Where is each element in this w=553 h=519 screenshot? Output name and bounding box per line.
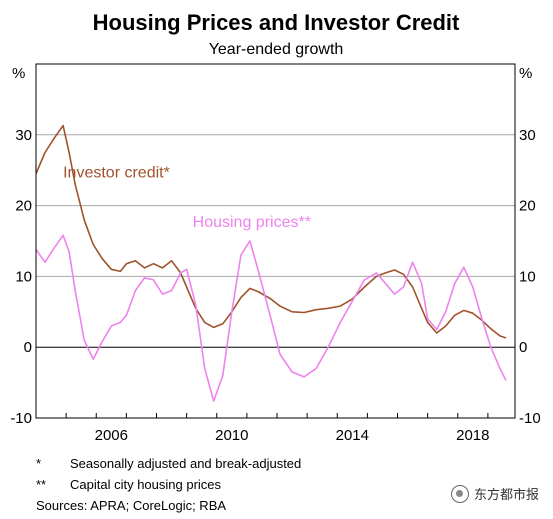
chart-subtitle: Year-ended growth xyxy=(209,41,344,58)
y-unit-right: % xyxy=(519,65,532,82)
y-tick-label-left: 20 xyxy=(15,198,32,215)
plot-frame xyxy=(35,63,516,419)
y-tick-label-left: 30 xyxy=(15,127,32,144)
series-line-investor-credit xyxy=(35,124,507,339)
y-tick-label-left: 0 xyxy=(24,339,32,356)
x-tick-label: 2018 xyxy=(456,427,489,444)
y-tick-label-right: -10 xyxy=(519,410,541,427)
watermark-text: 东方都市报 xyxy=(473,487,539,502)
series-label: Housing prices** xyxy=(193,214,311,231)
sources-note: Sources: APRA; CoreLogic; RBA xyxy=(36,498,227,513)
y-tick-label-right: 0 xyxy=(519,339,527,356)
x-tick-label: 2010 xyxy=(215,427,248,444)
footnote-1-mark: * xyxy=(36,456,42,471)
series-line-housing-prices xyxy=(35,234,507,402)
y-tick-label-right: 10 xyxy=(519,268,536,285)
footnote-2-mark: ** xyxy=(36,477,47,492)
watermark: 东方都市报 xyxy=(450,484,539,503)
x-tick-label: 2006 xyxy=(95,427,128,444)
footnote-1: * Seasonally adjusted and break-adjusted xyxy=(36,456,301,471)
x-tick-label: 2014 xyxy=(336,427,369,444)
y-tick-label-right: 30 xyxy=(519,127,536,144)
footnote-2-text: Capital city housing prices xyxy=(70,477,222,492)
chart-title: Housing Prices and Investor Credit xyxy=(93,10,460,35)
footnote-2: ** Capital city housing prices xyxy=(36,477,221,492)
y-tick-label-left: -10 xyxy=(10,410,32,427)
wechat-logo-icon xyxy=(450,484,469,503)
y-unit-left: % xyxy=(12,65,25,82)
footnote-1-text: Seasonally adjusted and break-adjusted xyxy=(70,456,302,471)
y-tick-label-left: 10 xyxy=(15,268,32,285)
series-label: Investor credit* xyxy=(63,164,170,181)
y-tick-label-right: 20 xyxy=(519,198,536,215)
